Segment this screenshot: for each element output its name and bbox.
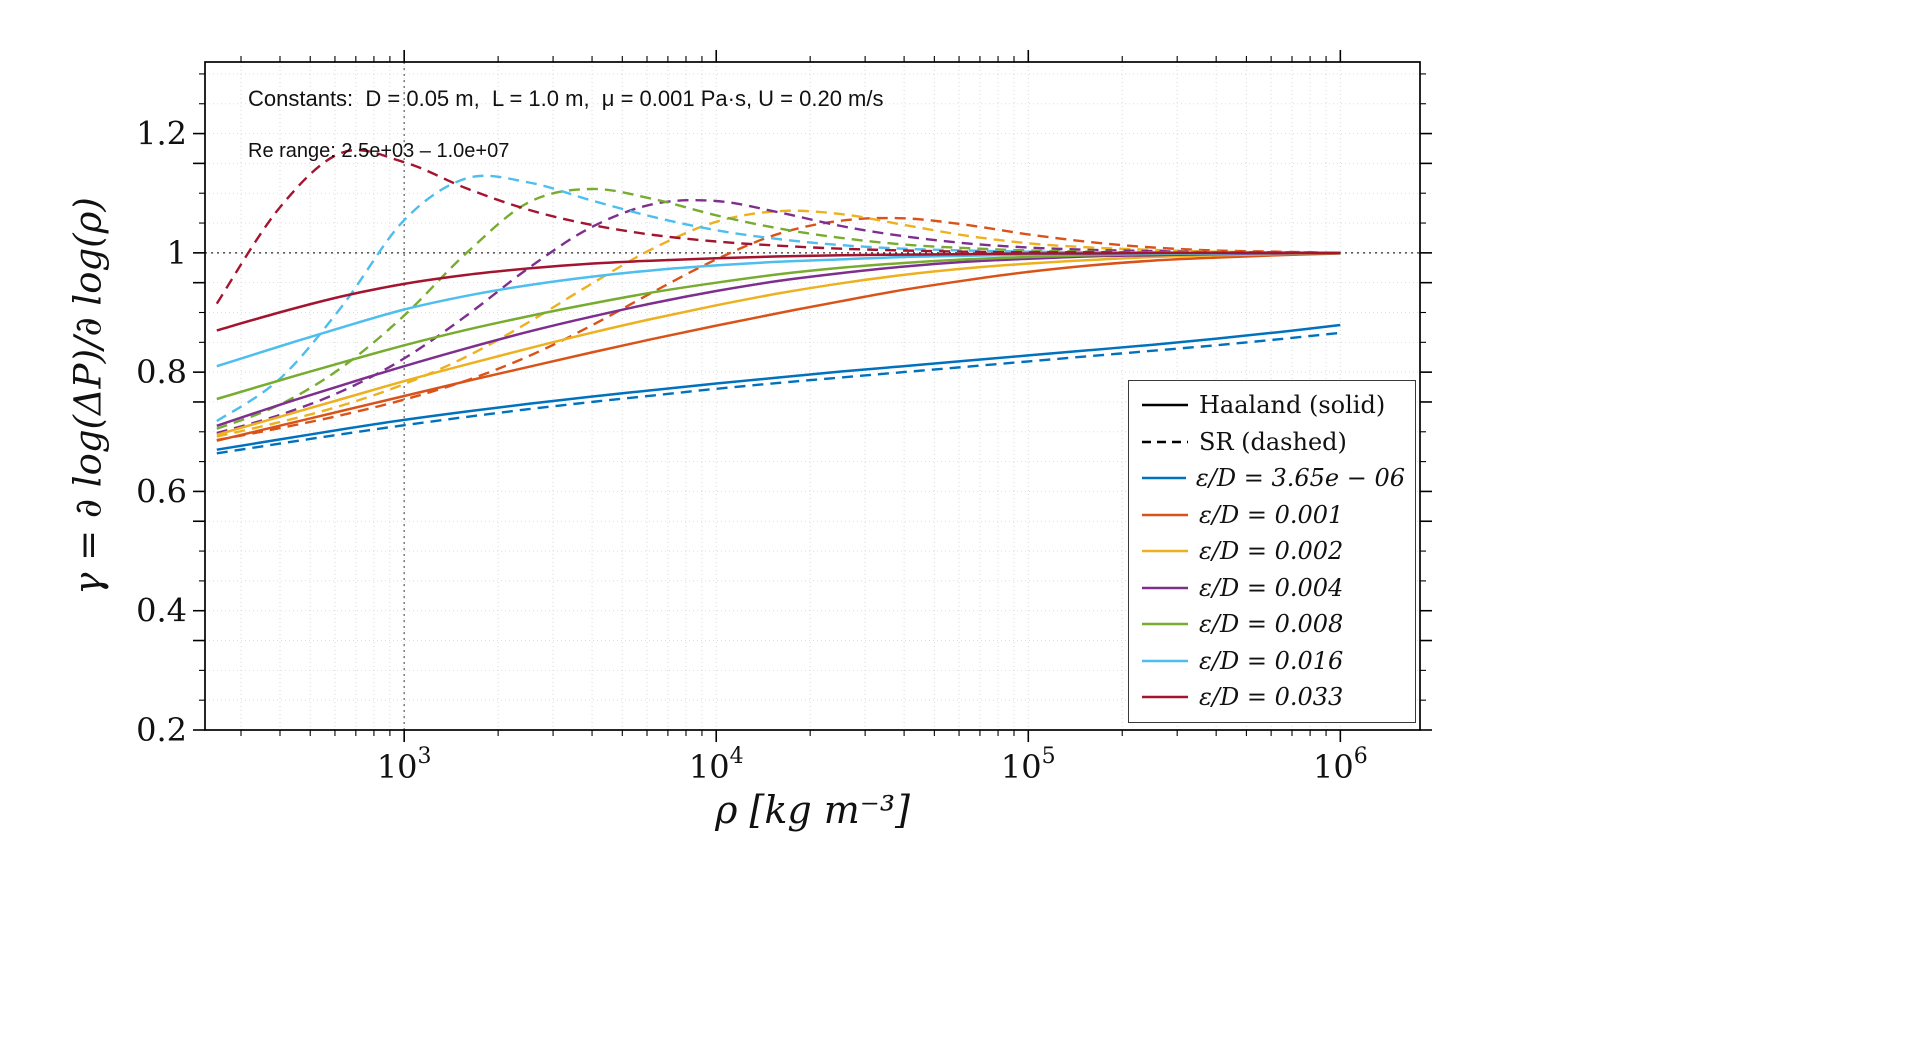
y-axis-label: γ = ∂ log(ΔP)/∂ log(ρ) bbox=[66, 197, 110, 595]
legend-entry-label: ε/D = 0.008 bbox=[1199, 610, 1344, 639]
y-tick-label: 0.4 bbox=[136, 592, 187, 630]
x-tick-label: 103 bbox=[377, 744, 432, 786]
y-tick-label: 1.2 bbox=[136, 115, 187, 153]
axes-box bbox=[204, 61, 1421, 731]
legend-entry: SR (dashed) bbox=[1141, 424, 1405, 461]
legend-entry-label: ε/D = 0.016 bbox=[1199, 646, 1344, 675]
curve-sr-6 bbox=[215, 148, 1341, 305]
legend-entry-label: SR (dashed) bbox=[1199, 427, 1347, 456]
legend-entry-label: ε/D = 0.001 bbox=[1199, 500, 1344, 529]
legend-entry-label: ε/D = 0.004 bbox=[1199, 573, 1344, 602]
x-tick-label: 105 bbox=[1001, 744, 1056, 786]
y-tick-label: 0.2 bbox=[136, 711, 187, 749]
legend-entry: ε/D = 0.002 bbox=[1141, 533, 1405, 570]
legend-solid-line-sample bbox=[1142, 695, 1188, 699]
legend-solid-line-sample bbox=[1142, 476, 1186, 480]
legend-solid-line-sample bbox=[1142, 659, 1188, 663]
x-tick-label: 104 bbox=[689, 744, 744, 786]
legend-solid-line-sample bbox=[1142, 622, 1188, 626]
curve-haaland-6 bbox=[216, 251, 1341, 332]
legend: Haaland (solid) SR (dashed) ε/D = 3.65e − … bbox=[1128, 380, 1416, 723]
legend-entry: ε/D = 0.004 bbox=[1141, 570, 1405, 607]
y-tick-label: 0.6 bbox=[136, 472, 187, 510]
curve-haaland-0 bbox=[216, 323, 1341, 451]
legend-solid-line-sample bbox=[1142, 549, 1188, 553]
x-axis-label: ρ [kg m⁻³] bbox=[715, 788, 910, 832]
legend-entry: ε/D = 0.033 bbox=[1141, 679, 1405, 716]
legend-solid-line-sample bbox=[1142, 513, 1188, 517]
legend-entry-label: ε/D = 0.033 bbox=[1199, 683, 1344, 712]
legend-solid-line-sample bbox=[1142, 403, 1188, 407]
curve-sr-1 bbox=[216, 216, 1341, 442]
legend-solid-line-sample bbox=[1142, 586, 1188, 590]
curve-sr-3 bbox=[216, 198, 1341, 435]
legend-entry: ε/D = 0.001 bbox=[1141, 497, 1405, 534]
curve-haaland-2 bbox=[216, 251, 1341, 437]
y-tick-label: 1 bbox=[167, 234, 187, 272]
legend-dashed-line-sample bbox=[1142, 440, 1188, 444]
legend-entry: ε/D = 0.016 bbox=[1141, 643, 1405, 680]
x-tick-label: 106 bbox=[1313, 744, 1368, 786]
legend-entry-label: ε/D = 0.002 bbox=[1199, 537, 1344, 566]
legend-entry-label: Haaland (solid) bbox=[1199, 391, 1386, 420]
curve-haaland-1 bbox=[216, 252, 1341, 442]
legend-entry: ε/D = 3.65e − 06 bbox=[1141, 460, 1405, 497]
legend-entry-label: ε/D = 3.65e − 06 bbox=[1195, 464, 1405, 493]
curve-sr-0 bbox=[216, 331, 1341, 455]
re-range-annotation: Re range: 2.5e+03 – 1.0e+07 bbox=[248, 140, 510, 162]
legend-entry: ε/D = 0.008 bbox=[1141, 606, 1405, 643]
curve-sr-2 bbox=[216, 209, 1341, 438]
legend-entry: Haaland (solid) bbox=[1141, 387, 1405, 424]
y-tick-label: 0.8 bbox=[136, 353, 187, 391]
constants-annotation: Constants: D = 0.05 m, L = 1.0 m, μ = 0.… bbox=[248, 86, 884, 111]
